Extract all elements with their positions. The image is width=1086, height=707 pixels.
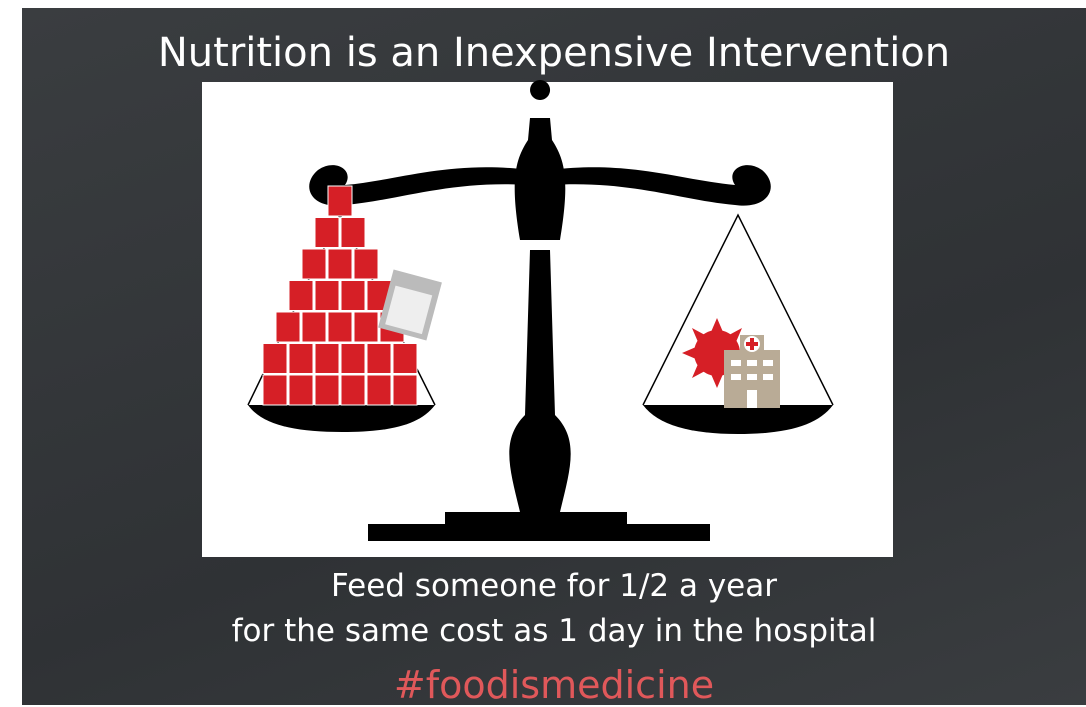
illustration: [0, 0, 1086, 705]
food-can: [354, 312, 378, 342]
window: [731, 374, 741, 380]
food-can: [315, 281, 339, 311]
food-can: [263, 375, 287, 405]
food-can: [367, 375, 391, 405]
food-can: [315, 344, 339, 374]
food-can: [315, 218, 339, 248]
window: [747, 374, 757, 380]
scale-base: [368, 524, 710, 541]
scale-base: [445, 512, 627, 526]
food-can: [276, 312, 300, 342]
food-can: [367, 344, 391, 374]
food-can: [289, 281, 313, 311]
food-can: [341, 375, 365, 405]
window: [747, 360, 757, 366]
food-can: [328, 312, 352, 342]
food-can: [393, 375, 417, 405]
food-can: [289, 344, 313, 374]
food-can: [302, 249, 326, 279]
window: [731, 360, 741, 366]
food-can: [263, 344, 287, 374]
food-can: [328, 186, 352, 216]
food-can: [341, 218, 365, 248]
food-can: [328, 249, 352, 279]
door: [747, 390, 757, 408]
window: [763, 360, 773, 366]
food-can: [315, 375, 339, 405]
window: [763, 374, 773, 380]
food-can: [341, 344, 365, 374]
food-can: [393, 344, 417, 374]
food-can: [289, 375, 313, 405]
food-can: [341, 281, 365, 311]
food-can: [354, 249, 378, 279]
page: Nutrition is an Inexpensive Intervention…: [0, 0, 1086, 705]
food-can: [302, 312, 326, 342]
